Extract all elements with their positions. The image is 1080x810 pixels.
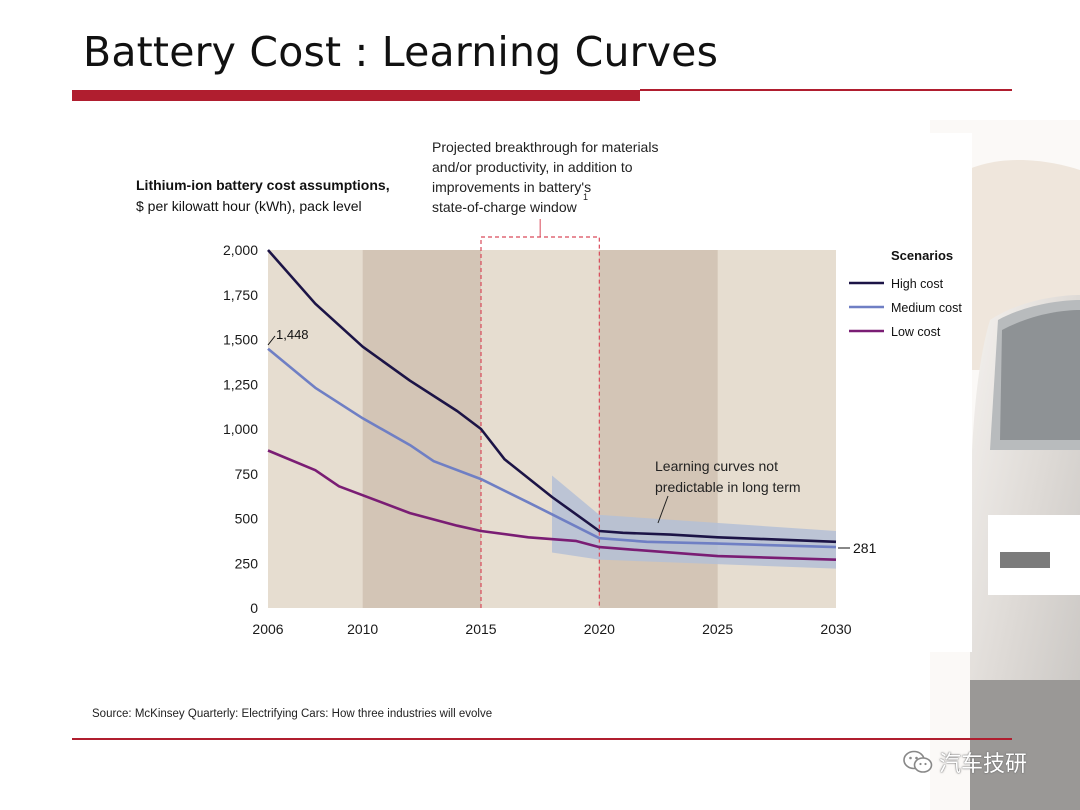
chart-title: Lithium-ion battery cost assumptions,: [136, 177, 390, 193]
series-line-2: [267, 449, 837, 561]
car-background-image: [930, 120, 1080, 810]
source-note: Source: McKinsey Quarterly: Electrifying…: [92, 708, 493, 720]
title-underline-rule: [640, 89, 1012, 91]
y-tick-label: 500: [235, 511, 259, 527]
breakthrough-annotation-line: improvements in battery's: [432, 179, 591, 195]
x-tick-label: 2030: [820, 621, 851, 637]
footer-rule: [72, 738, 1012, 740]
slide-title: Battery Cost : Learning Curves: [83, 28, 719, 76]
y-tick-label: 250: [235, 555, 259, 571]
breakthrough-annotation-line: state-of-charge window: [432, 199, 578, 215]
legend-label-1: Medium cost: [891, 301, 962, 315]
start-value-label: 1,448: [276, 327, 309, 342]
watermark-text: 汽车技研: [939, 752, 1028, 777]
y-tick-label: 0: [250, 600, 258, 616]
start-value-leader: [267, 335, 276, 346]
chart-subtitle: $ per kilowatt hour (kWh), pack level: [136, 198, 362, 214]
wechat-icon: [903, 750, 933, 773]
x-tick-label: 2010: [347, 621, 378, 637]
x-tick-label: 2006: [252, 621, 283, 637]
title-underline-bar: [72, 90, 640, 101]
legend-title: Scenarios: [891, 248, 953, 263]
uncertainty-annotation-leader: [657, 495, 669, 524]
uncertainty-annotation-line: Learning curves not: [655, 458, 778, 474]
y-tick-label: 1,000: [223, 421, 258, 437]
series-line-1: [267, 347, 837, 549]
breakthrough-annotation-line: Projected breakthrough for materials: [432, 139, 658, 155]
legend-label-0: High cost: [891, 277, 944, 291]
x-tick-label: 2015: [465, 621, 496, 637]
y-tick-label: 1,250: [223, 376, 258, 392]
battery-cost-chart: 0 250 500 750 1,000 1,250 1,500 1,750 2,000 2006 2…: [136, 139, 962, 637]
y-tick-label: 1,750: [223, 287, 258, 303]
chart-panel: 0 250 500 750 1,000 1,250 1,500 1,750 2,000 2006 2…: [122, 133, 972, 652]
legend-label-2: Low cost: [891, 325, 941, 339]
breakthrough-annotation-line: and/or productivity, in addition to: [432, 159, 633, 175]
x-tick-label: 2020: [584, 621, 615, 637]
watermark: 汽车技研: [903, 747, 1027, 777]
breakthrough-annotation-superscript: 1: [583, 192, 588, 202]
y-tick-label: 1,500: [223, 332, 258, 348]
series-line-0: [267, 249, 837, 544]
y-tick-label: 2,000: [223, 242, 258, 258]
uncertainty-annotation-line: predictable in long term: [655, 479, 801, 495]
end-value-label: 281: [853, 540, 877, 556]
x-tick-label: 2025: [702, 621, 733, 637]
y-tick-label: 750: [235, 466, 259, 482]
